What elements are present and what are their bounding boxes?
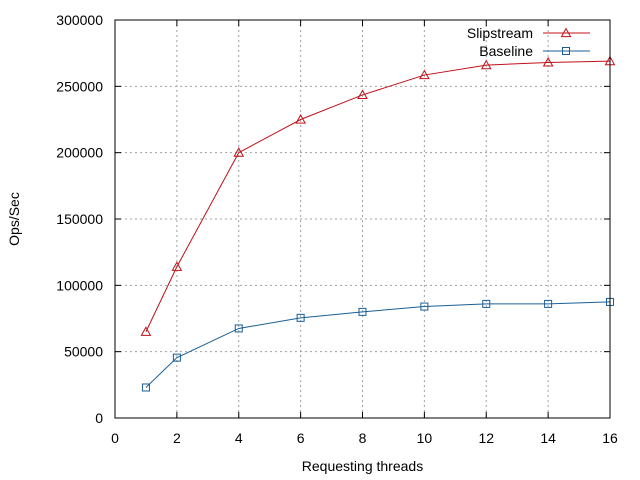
tick-labels: 0 2 4 6 8 10 12 14 16 0 50000 100000 150000 200000 250… (56, 12, 618, 446)
slipstream-data-point (295, 113, 306, 124)
slipstream-data-point (357, 89, 368, 100)
x-tick-label: 14 (540, 430, 556, 446)
x-tick-label: 4 (235, 430, 243, 446)
legend-label: Slipstream (467, 25, 533, 41)
baseline-data-point (358, 307, 367, 316)
x-tick-label: 0 (111, 430, 119, 446)
x-tick-label: 10 (417, 430, 433, 446)
axis-ticks (114, 19, 611, 419)
grid-lines (115, 20, 610, 418)
x-tick-label: 6 (297, 430, 305, 446)
slipstream-data-point (542, 56, 554, 67)
slipstream-data-point (233, 147, 245, 157)
x-tick-label: 16 (602, 430, 618, 446)
legend-marker (562, 47, 570, 55)
y-tick-label: 150000 (56, 211, 103, 227)
baseline-data-point (482, 299, 491, 308)
slipstream-data-point (140, 326, 152, 336)
slipstream-data-point (419, 69, 430, 80)
series-baseline (141, 297, 614, 392)
baseline-data-point (234, 324, 243, 333)
baseline-data-point (141, 383, 150, 392)
slipstream-data-point (480, 59, 492, 70)
y-tick-label: 200000 (56, 145, 103, 161)
series-layer (140, 55, 616, 392)
slipstream-data-point (171, 261, 183, 271)
baseline-line (145, 301, 611, 388)
legend-label: Baseline (479, 43, 533, 59)
baseline-data-point (172, 353, 181, 362)
legend: Slipstream Baseline (467, 25, 590, 59)
slipstream-line (145, 60, 611, 332)
x-tick-label: 2 (173, 430, 181, 446)
y-tick-label: 0 (95, 410, 103, 426)
series-slipstream (140, 55, 616, 336)
baseline-data-point (420, 302, 429, 311)
x-tick-label: 8 (359, 430, 367, 446)
y-tick-label: 50000 (64, 344, 103, 360)
x-axis-label: Requesting threads (302, 458, 423, 474)
y-tick-label: 100000 (56, 277, 103, 293)
baseline-data-point (296, 313, 305, 322)
legend-item-slipstream: Slipstream (467, 25, 590, 41)
y-tick-label: 300000 (56, 12, 103, 28)
legend-marker (560, 27, 572, 38)
legend-item-baseline: Baseline (479, 43, 590, 59)
x-tick-label: 12 (478, 430, 494, 446)
y-axis-label: Ops/Sec (6, 192, 22, 246)
baseline-data-point (544, 299, 553, 308)
y-tick-label: 250000 (56, 78, 103, 94)
